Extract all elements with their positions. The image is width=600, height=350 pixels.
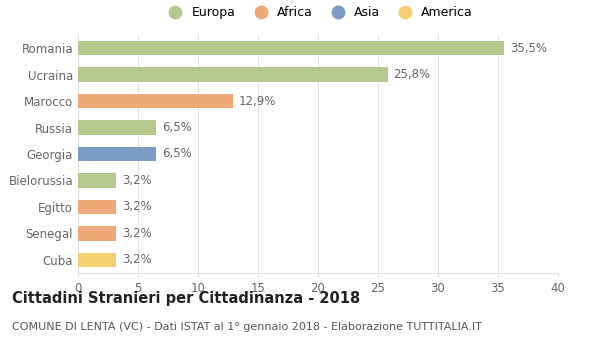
Bar (78, 94, 233, 108)
Text: Cittadini Stranieri per Cittadinanza - 2018: Cittadini Stranieri per Cittadinanza - 2… (12, 290, 360, 306)
Bar (78, 147, 156, 161)
Bar (78, 120, 156, 135)
Text: 35,5%: 35,5% (510, 42, 547, 55)
Bar (78, 173, 116, 188)
Text: 6,5%: 6,5% (162, 147, 192, 161)
Bar (78, 68, 388, 82)
Text: 25,8%: 25,8% (394, 68, 431, 81)
Text: 3,2%: 3,2% (122, 253, 152, 266)
Text: 3,2%: 3,2% (122, 174, 152, 187)
Bar (78, 199, 116, 214)
Legend: Europa, Africa, Asia, America: Europa, Africa, Asia, America (158, 1, 478, 24)
Bar (78, 252, 116, 267)
Bar (78, 41, 504, 56)
Text: 3,2%: 3,2% (122, 201, 152, 214)
Text: 3,2%: 3,2% (122, 227, 152, 240)
Text: 12,9%: 12,9% (239, 94, 276, 107)
Text: 6,5%: 6,5% (162, 121, 192, 134)
Text: COMUNE DI LENTA (VC) - Dati ISTAT al 1° gennaio 2018 - Elaborazione TUTTITALIA.I: COMUNE DI LENTA (VC) - Dati ISTAT al 1° … (12, 322, 482, 332)
Bar (78, 226, 116, 240)
